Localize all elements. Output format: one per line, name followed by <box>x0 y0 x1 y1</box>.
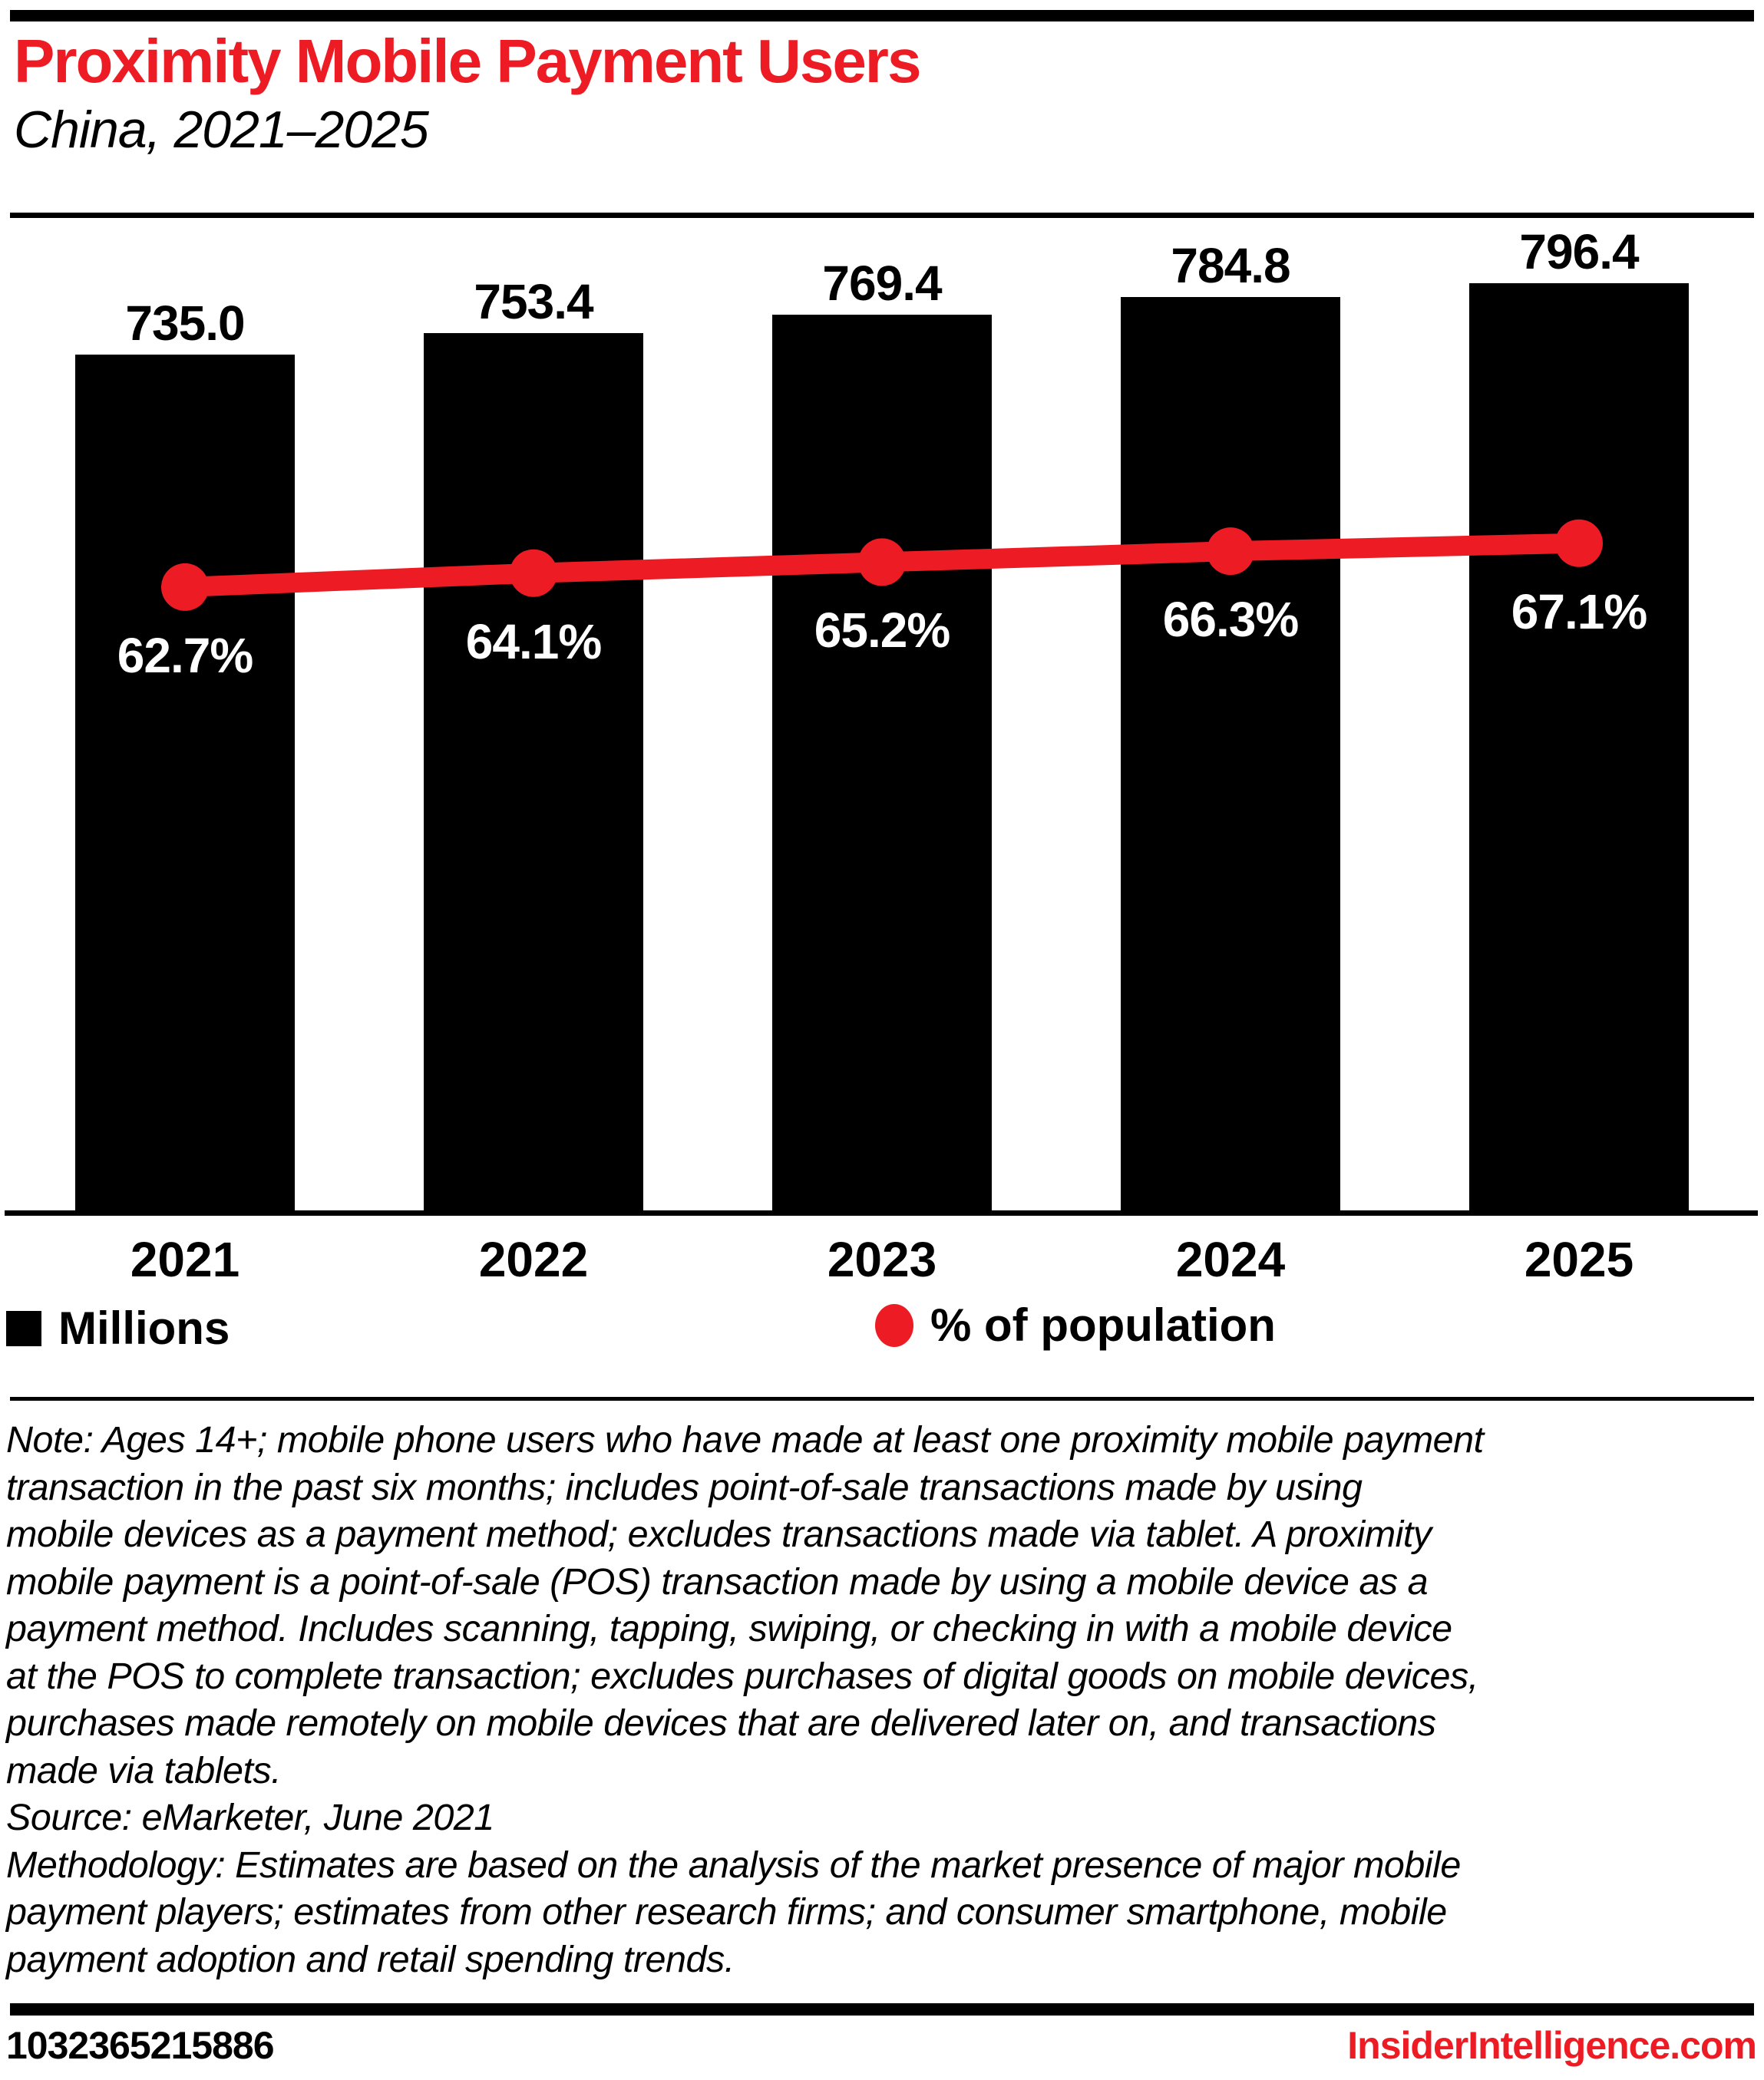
bar-2022 <box>424 333 643 1213</box>
legend-label-millions: Millions <box>58 1302 230 1354</box>
footnotes: Note: Ages 14+; mobile phone users who h… <box>6 1417 1758 1983</box>
x-axis-label-2025: 2025 <box>1524 1232 1634 1287</box>
x-axis-label-2023: 2023 <box>827 1232 937 1287</box>
bar-value-label-2025: 796.4 <box>1519 224 1639 280</box>
bar-value-label-2023: 769.4 <box>822 256 942 312</box>
chart-legend: Millions % of population <box>0 1297 1764 1354</box>
bar-line-chart: 735.0 62.7% 2021 753.4 64.1% 2022 769.4 65.2% 20… <box>0 218 1764 1397</box>
bar-2023 <box>772 315 992 1213</box>
x-axis-label-2022: 2022 <box>478 1232 589 1287</box>
bar-value-label-2024: 784.8 <box>1171 237 1290 293</box>
legend-label-population: % of population <box>930 1299 1276 1351</box>
title-divider <box>10 213 1754 218</box>
source-text: Source: eMarketer, June 2021 <box>6 1797 494 1838</box>
pct-value-label-2023: 65.2% <box>814 603 950 659</box>
pct-value-label-2021: 62.7% <box>117 627 253 683</box>
pct-value-label-2025: 67.1% <box>1511 583 1647 639</box>
bar-2024 <box>1121 296 1340 1213</box>
pct-value-label-2024: 66.3% <box>1162 592 1299 648</box>
brand-site: InsiderIntelligence.com <box>1347 2024 1757 2067</box>
top-rule <box>10 10 1754 21</box>
page-subtitle: China, 2021–2025 <box>14 101 429 159</box>
page-title: Proximity Mobile Payment Users <box>14 27 921 95</box>
chart-id: 1032365215886 <box>6 2024 274 2067</box>
pct-value-label-2022: 64.1% <box>465 613 602 669</box>
red-dot-swatch-icon <box>875 1303 913 1347</box>
footer-rule <box>10 2003 1754 2016</box>
bar-value-label-2022: 753.4 <box>474 274 593 330</box>
black-square-swatch-icon <box>6 1310 41 1346</box>
methodology-text: Methodology: Estimates are based on the … <box>6 1844 1461 1980</box>
legend-item-population: % of population <box>875 1299 1276 1352</box>
bar-value-label-2021: 735.0 <box>125 295 245 352</box>
legend-divider <box>10 1397 1754 1401</box>
note-text: Note: Ages 14+; mobile phone users who h… <box>6 1419 1484 1791</box>
x-axis-line <box>5 1210 1758 1216</box>
bar-2025 <box>1469 283 1689 1213</box>
x-axis-label-2021: 2021 <box>130 1232 240 1287</box>
x-axis-label-2024: 2024 <box>1175 1232 1286 1287</box>
legend-item-millions: Millions <box>6 1302 230 1355</box>
bar-2021 <box>75 355 295 1213</box>
